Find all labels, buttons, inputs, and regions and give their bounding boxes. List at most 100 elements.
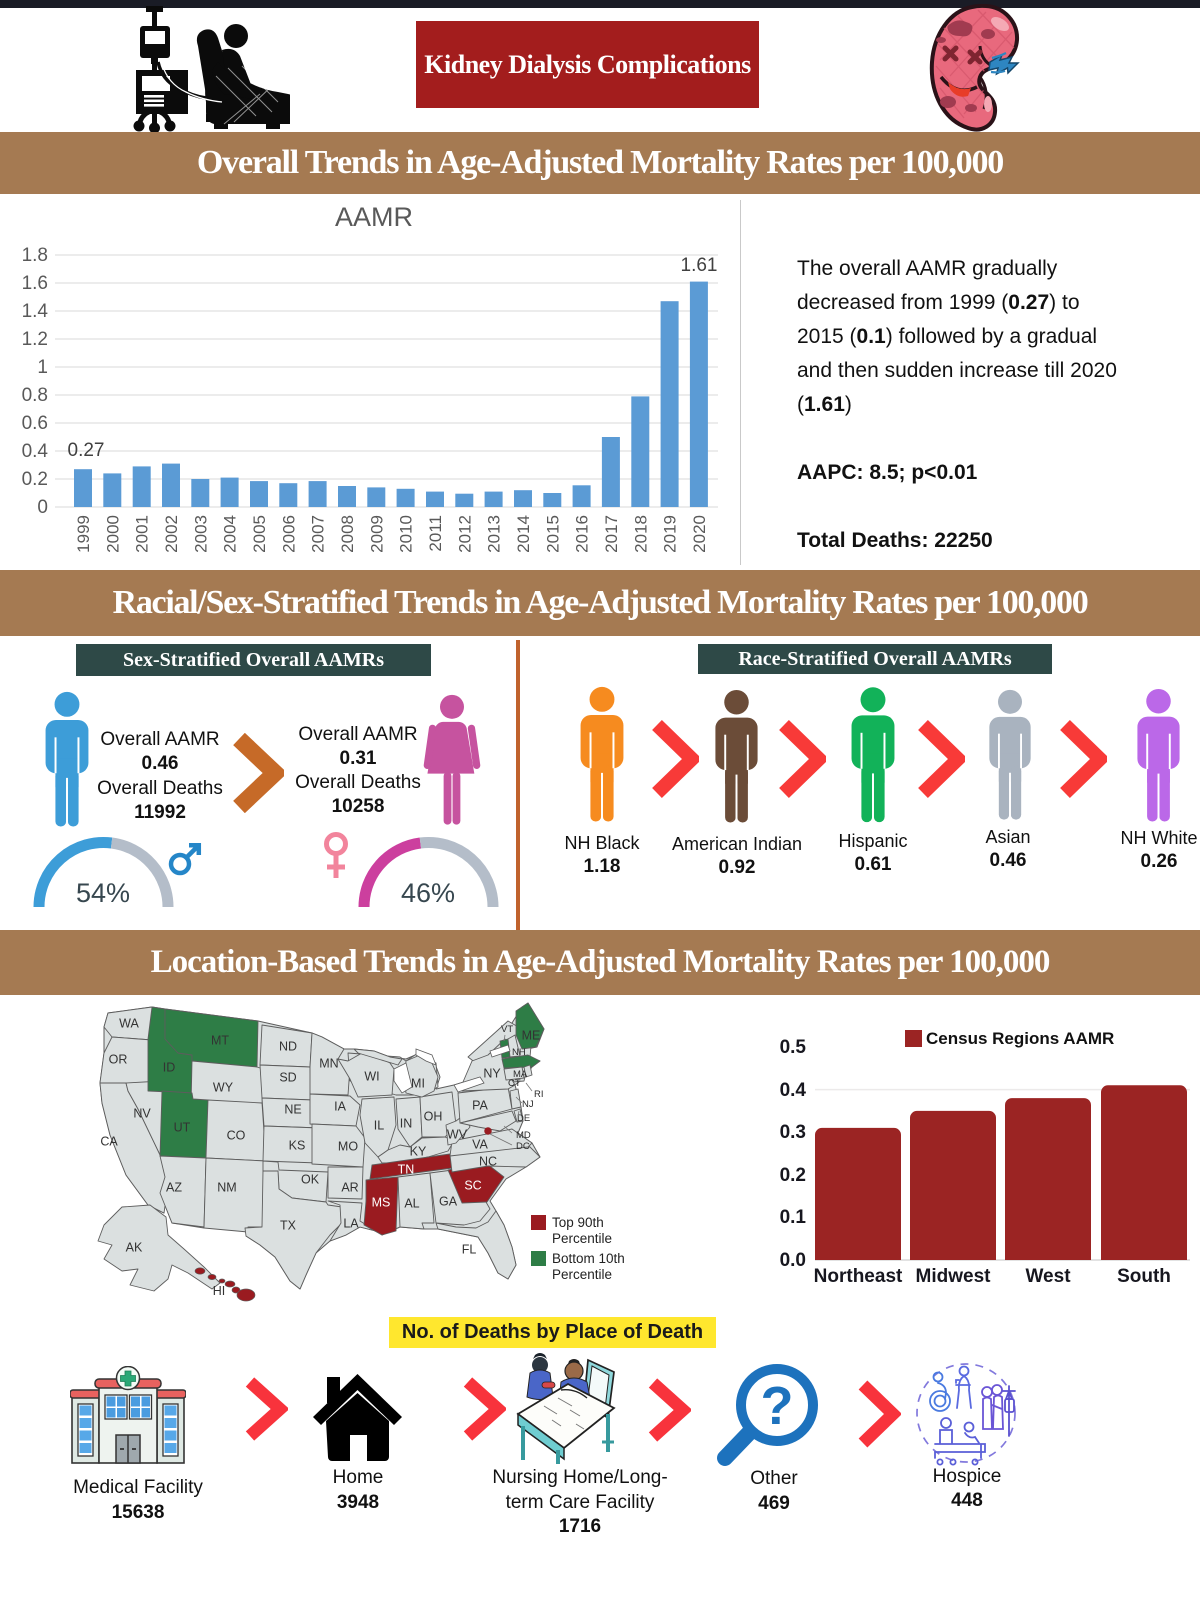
svg-text:1.8: 1.8 [22, 245, 48, 266]
svg-text:MO: MO [338, 1140, 358, 1154]
svg-text:Bottom 10th: Bottom 10th [552, 1251, 625, 1266]
svg-text:1: 1 [37, 357, 48, 378]
svg-text:2012: 2012 [455, 515, 474, 553]
svg-text:0.4: 0.4 [780, 1080, 807, 1101]
svg-text:TN: TN [398, 1163, 415, 1177]
svg-text:MI: MI [411, 1077, 425, 1091]
svg-text:CT: CT [508, 1078, 521, 1089]
svg-text:0.2: 0.2 [780, 1165, 806, 1186]
svg-text:IA: IA [334, 1100, 346, 1114]
svg-text:0: 0 [37, 497, 48, 518]
svg-text:NM: NM [217, 1181, 236, 1195]
svg-text:2011: 2011 [426, 515, 445, 552]
svg-text:ND: ND [279, 1040, 297, 1054]
svg-text:1.4: 1.4 [22, 301, 49, 322]
svg-text:WI: WI [364, 1070, 379, 1084]
svg-text:2019: 2019 [661, 515, 680, 553]
svg-text:Percentile: Percentile [552, 1267, 612, 1282]
svg-text:Top 90th: Top 90th [552, 1215, 604, 1230]
svg-text:WV: WV [447, 1128, 468, 1142]
svg-text:OR: OR [109, 1053, 128, 1067]
svg-text:TX: TX [280, 1219, 297, 1233]
svg-text:ID: ID [163, 1061, 176, 1075]
svg-text:NJ: NJ [522, 1099, 534, 1110]
svg-text:South: South [1117, 1266, 1171, 1287]
svg-text:0.6: 0.6 [22, 413, 48, 434]
svg-text:AZ: AZ [166, 1181, 182, 1195]
svg-text:2017: 2017 [602, 515, 621, 553]
svg-text:CA: CA [100, 1135, 118, 1149]
svg-text:MT: MT [211, 1034, 229, 1048]
svg-text:AR: AR [341, 1181, 358, 1195]
svg-text:Census Regions AAMR: Census Regions AAMR [926, 1029, 1114, 1048]
svg-text:0.1: 0.1 [780, 1207, 807, 1228]
svg-text:LA: LA [343, 1217, 359, 1231]
svg-text:2000: 2000 [103, 515, 122, 553]
svg-text:West: West [1025, 1266, 1071, 1287]
svg-text:Percentile: Percentile [552, 1231, 612, 1246]
svg-text:NE: NE [284, 1103, 301, 1117]
svg-text:OK: OK [301, 1173, 320, 1187]
svg-text:2008: 2008 [338, 515, 357, 553]
svg-text:2004: 2004 [221, 515, 240, 553]
svg-text:WY: WY [213, 1081, 234, 1095]
svg-text:1.6: 1.6 [22, 273, 48, 294]
svg-text:AK: AK [126, 1241, 143, 1255]
svg-text:MS: MS [372, 1196, 391, 1210]
svg-text:1999: 1999 [74, 515, 93, 553]
svg-text:2007: 2007 [309, 515, 328, 553]
svg-text:2020: 2020 [690, 515, 709, 553]
svg-text:WA: WA [119, 1017, 139, 1031]
svg-text:2005: 2005 [250, 515, 269, 553]
svg-text:UT: UT [174, 1121, 191, 1135]
svg-text:MD: MD [516, 1130, 531, 1141]
svg-text:VT: VT [501, 1024, 513, 1035]
svg-text:0.3: 0.3 [780, 1122, 806, 1143]
svg-text:DC: DC [516, 1141, 530, 1152]
svg-text:?: ? [761, 1376, 794, 1436]
svg-text:0.5: 0.5 [780, 1037, 807, 1058]
svg-text:0.4: 0.4 [22, 441, 49, 462]
svg-text:NV: NV [133, 1107, 151, 1121]
svg-text:CO: CO [227, 1129, 246, 1143]
svg-text:2014: 2014 [514, 515, 533, 553]
svg-text:SC: SC [464, 1179, 481, 1193]
svg-text:2001: 2001 [133, 515, 152, 553]
svg-text:AL: AL [404, 1197, 419, 1211]
svg-text:KS: KS [289, 1139, 306, 1153]
svg-text:KY: KY [410, 1145, 427, 1159]
svg-text:Northeast: Northeast [814, 1266, 903, 1287]
svg-text:PA: PA [472, 1099, 488, 1113]
svg-text:RI: RI [534, 1089, 544, 1100]
svg-text:0.2: 0.2 [22, 469, 48, 490]
svg-text:1.61: 1.61 [681, 255, 718, 276]
svg-text:IN: IN [400, 1117, 413, 1131]
svg-text:2009: 2009 [367, 515, 386, 553]
svg-text:IL: IL [374, 1119, 384, 1133]
svg-text:Midwest: Midwest [916, 1266, 992, 1287]
svg-text:OH: OH [424, 1110, 443, 1124]
svg-text:2002: 2002 [162, 515, 181, 553]
svg-text:FL: FL [462, 1243, 477, 1257]
svg-text:2018: 2018 [631, 515, 650, 553]
svg-text:HI: HI [213, 1284, 226, 1298]
svg-text:0.0: 0.0 [780, 1250, 806, 1271]
svg-text:NY: NY [483, 1067, 501, 1081]
svg-text:MN: MN [319, 1057, 338, 1071]
svg-text:0.27: 0.27 [68, 440, 105, 461]
svg-text:2006: 2006 [279, 515, 298, 553]
svg-text:ME: ME [522, 1029, 541, 1043]
svg-text:2016: 2016 [573, 515, 592, 553]
svg-text:AAMR: AAMR [335, 202, 413, 232]
svg-text:MA: MA [513, 1069, 528, 1080]
svg-text:NH: NH [512, 1047, 526, 1058]
svg-text:2015: 2015 [543, 515, 562, 553]
svg-text:2003: 2003 [191, 515, 210, 553]
svg-text:0.8: 0.8 [22, 385, 48, 406]
svg-text:VA: VA [472, 1138, 488, 1152]
svg-text:GA: GA [439, 1195, 458, 1209]
svg-text:DE: DE [517, 1113, 530, 1124]
svg-text:2013: 2013 [485, 515, 504, 553]
svg-text:2010: 2010 [397, 515, 416, 553]
svg-text:SD: SD [279, 1071, 296, 1085]
